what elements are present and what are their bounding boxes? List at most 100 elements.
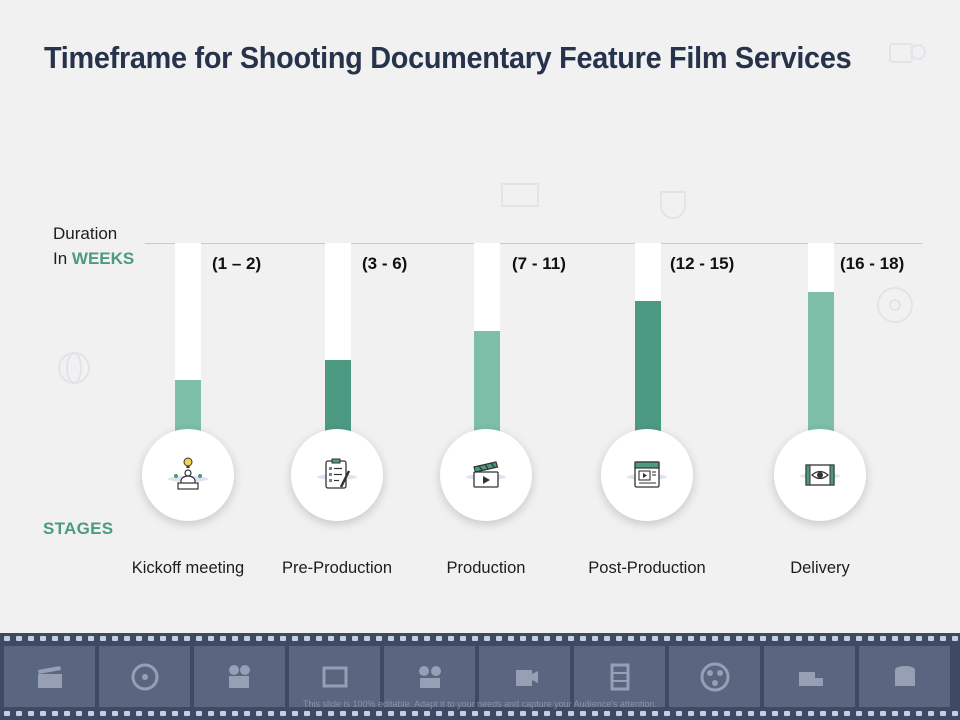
film-perforation	[64, 636, 70, 641]
film-perforation	[700, 711, 706, 716]
film-perforation	[916, 636, 922, 641]
duration-range-label: (7 - 11)	[512, 254, 566, 273]
film-perforation	[508, 636, 514, 641]
film-perforation	[832, 636, 838, 641]
film-perforation	[592, 636, 598, 641]
film-perforation	[232, 711, 238, 716]
film-perforation	[400, 711, 406, 716]
film-perforation	[808, 711, 814, 716]
film-perforation	[784, 636, 790, 641]
film-perforation	[868, 636, 874, 641]
film-perforation	[244, 711, 250, 716]
duration-range-label: (1 – 2)	[212, 254, 262, 273]
duration-bar-fill	[474, 331, 500, 431]
film-perforation	[796, 636, 802, 641]
stage-icon-circle	[601, 429, 693, 521]
film-perforations-top	[0, 636, 960, 642]
film-strip-footer	[0, 633, 960, 720]
film-frame	[859, 646, 950, 707]
film-perforation	[328, 636, 334, 641]
stage-icon-circle	[142, 429, 234, 521]
film-perforation	[136, 636, 142, 641]
film-perforation	[364, 636, 370, 641]
film-perforation	[844, 636, 850, 641]
film-perforation	[436, 711, 442, 716]
film-frame	[194, 646, 285, 707]
film-perforation	[340, 711, 346, 716]
film-roll-frame-icon	[610, 663, 629, 690]
film-perforation	[196, 636, 202, 641]
film-perforation	[520, 711, 526, 716]
film-perforation	[940, 636, 946, 641]
clapperboard-frame-icon	[37, 665, 62, 688]
film-perforation	[76, 636, 82, 641]
film-perforation	[268, 711, 274, 716]
footer-note: This slide is 100% editable. Adapt it to…	[303, 699, 657, 709]
checklist-clipboard-icon	[317, 458, 357, 489]
film-perforation	[220, 711, 226, 716]
stage-name: Pre-Production	[281, 559, 393, 577]
stage-name: Production	[446, 559, 526, 577]
film-perforation	[952, 711, 958, 716]
film-perforation	[484, 636, 490, 641]
film-perforation	[88, 636, 94, 641]
film-perforation	[292, 711, 298, 716]
film-perforation	[88, 711, 94, 716]
movie-camera-frame-icon	[228, 664, 250, 688]
film-perforation	[952, 636, 958, 641]
film-perforation	[892, 711, 898, 716]
film-perforation	[532, 711, 538, 716]
film-perforation	[40, 711, 46, 716]
film-perforation	[460, 711, 466, 716]
stage-name: Post-Production	[588, 559, 706, 577]
film-perforation	[304, 711, 310, 716]
film-perforation	[904, 711, 910, 716]
film-perforations-bottom	[0, 711, 960, 717]
duration-label-line1: Duration	[53, 224, 118, 243]
photo-gallery-frame-icon	[322, 666, 347, 687]
film-frame	[4, 646, 95, 707]
film-perforation	[736, 636, 742, 641]
film-perforation	[472, 711, 478, 716]
film-perforation	[124, 711, 130, 716]
film-reel-decoration-icon	[877, 287, 913, 323]
film-perforation	[640, 711, 646, 716]
film-frame	[384, 646, 475, 707]
duration-label: Duration In WEEKS	[53, 221, 134, 271]
film-perforation	[388, 636, 394, 641]
film-perforation	[556, 636, 562, 641]
film-perforation	[412, 711, 418, 716]
film-perforation	[628, 711, 634, 716]
film-perforation	[172, 711, 178, 716]
film-perforation	[292, 636, 298, 641]
duration-range-label: (16 - 18)	[840, 254, 905, 273]
film-frame	[289, 646, 380, 707]
film-perforation	[712, 711, 718, 716]
film-perforation	[172, 636, 178, 641]
film-perforation	[304, 636, 310, 641]
film-perforation	[940, 711, 946, 716]
globe-decoration-icon	[58, 352, 90, 384]
film-canister-frame-icon	[894, 665, 915, 686]
film-perforation	[688, 711, 694, 716]
stage-name: Delivery	[790, 559, 850, 577]
film-perforation	[640, 636, 646, 641]
film-perforation	[436, 636, 442, 641]
film-perforation	[100, 711, 106, 716]
film-frame	[479, 646, 570, 707]
stage-icon-circle	[291, 429, 383, 521]
film-perforation	[376, 636, 382, 641]
timeline-top-divider	[145, 243, 922, 244]
film-perforation	[712, 636, 718, 641]
cinema-reel-frame-icon	[700, 662, 729, 691]
film-perforation	[544, 711, 550, 716]
film-frame	[574, 646, 665, 707]
camera-decoration-icon	[889, 43, 926, 63]
clapperboard-icon	[466, 461, 506, 488]
film-perforation	[592, 711, 598, 716]
film-perforation	[868, 711, 874, 716]
film-perforation	[316, 711, 322, 716]
film-perforation	[28, 711, 34, 716]
theater-masks-decoration-icon	[660, 191, 686, 219]
film-perforation	[844, 711, 850, 716]
